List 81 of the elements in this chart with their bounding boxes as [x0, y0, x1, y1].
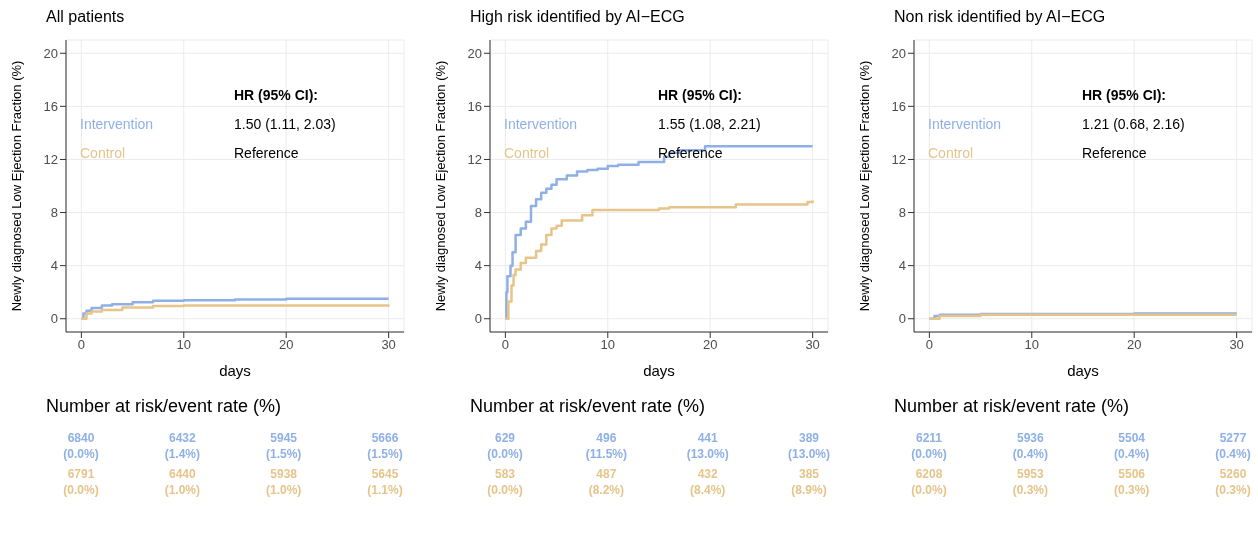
x-tick-label: 0: [501, 337, 509, 353]
text: 432 (8.4%): [689, 466, 727, 498]
text: 487 (8.2%): [587, 466, 625, 498]
x-tick-label: 30: [381, 337, 396, 353]
text: 5936 (0.4%): [1011, 430, 1049, 462]
y-tick-label: 20: [43, 45, 58, 61]
y-tick-label: 16: [43, 98, 58, 114]
y-tick-label: 4: [898, 258, 906, 274]
x-tick-label: 20: [702, 337, 718, 353]
y-tick-label: 20: [891, 45, 906, 61]
y-tick-label: 0: [50, 311, 58, 327]
chart-title: High risk identified by AI−ECG: [469, 8, 686, 27]
y-tick-label: 8: [474, 205, 482, 221]
y-tick-label: 0: [898, 311, 906, 327]
y-tick-label: 12: [43, 152, 58, 168]
text: 6208 (0.0%): [910, 466, 948, 498]
x-axis-title: days: [643, 362, 675, 379]
y-tick-label: 4: [474, 258, 482, 274]
text: 6791 (0.0%): [62, 466, 100, 498]
x-tick-label: 10: [176, 337, 192, 353]
text: 385 (8.9%): [790, 466, 828, 498]
text: Intervention: [80, 115, 154, 134]
x-tick-label: 0: [925, 337, 933, 353]
annotation: 1.21 (0.68, 2.16): [1082, 115, 1185, 134]
y-tick-label: 12: [891, 152, 906, 168]
text: 6440 (1.0%): [163, 466, 201, 498]
annotation: Reference: [234, 144, 300, 163]
text: 5277 (0.4%): [1214, 430, 1252, 462]
y-tick-label: 16: [467, 98, 482, 114]
y-tick-label: 8: [50, 205, 58, 221]
y-tick-label: 4: [50, 258, 58, 274]
text: Number at risk/event rate (%): [45, 396, 283, 418]
text: 5666 (1.5%): [366, 430, 404, 462]
y-tick-label: 8: [898, 205, 906, 221]
x-tick-label: 10: [1024, 337, 1040, 353]
text: 5953 (0.3%): [1011, 466, 1049, 498]
annotation: 1.55 (1.08, 2.21): [658, 115, 761, 134]
text: 6840 (0.0%): [62, 430, 100, 462]
x-axis-title: days: [219, 362, 251, 379]
text: Intervention: [504, 115, 578, 134]
text: 5504 (0.4%): [1113, 430, 1151, 462]
text: 629 (0.0%): [486, 430, 524, 462]
x-tick-label: 20: [1126, 337, 1142, 353]
text: 5645 (1.1%): [366, 466, 404, 498]
annotation: Reference: [658, 144, 724, 163]
text: 6432 (1.4%): [163, 430, 201, 462]
y-tick-label: 20: [467, 45, 482, 61]
text: Intervention: [928, 115, 1002, 134]
y-axis-title: Newly diagnosed Low Ejection Fraction (%): [432, 60, 448, 312]
text: Control: [928, 144, 975, 163]
chart-title: All patients: [45, 8, 126, 27]
x-tick-label: 20: [278, 337, 294, 353]
y-tick-label: 16: [891, 98, 906, 114]
x-tick-label: 0: [77, 337, 85, 353]
x-tick-label: 10: [600, 337, 616, 353]
text: 5938 (1.0%): [265, 466, 303, 498]
y-tick-label: 12: [467, 152, 482, 168]
y-tick-label: 0: [474, 311, 482, 327]
annotation: HR (95% CI):: [658, 86, 743, 105]
text: Number at risk/event rate (%): [893, 396, 1131, 418]
text: Number at risk/event rate (%): [469, 396, 707, 418]
x-axis-title: days: [1067, 362, 1099, 379]
annotation: HR (95% CI):: [234, 86, 319, 105]
text: 6211 (0.0%): [910, 430, 948, 462]
text: 496 (11.5%): [584, 430, 628, 462]
annotation: 1.50 (1.11, 2.03): [234, 115, 336, 134]
text: 5260 (0.3%): [1214, 466, 1252, 498]
text: 441 (13.0%): [685, 430, 730, 462]
text: Control: [504, 144, 551, 163]
y-axis-title: Newly diagnosed Low Ejection Fraction (%): [8, 60, 24, 312]
chart-title: Non risk identified by AI−ECG: [893, 8, 1107, 27]
x-tick-label: 30: [1229, 337, 1244, 353]
text: 389 (13.0%): [786, 430, 831, 462]
x-tick-label: 30: [805, 337, 820, 353]
y-axis-title: Newly diagnosed Low Ejection Fraction (%): [856, 60, 872, 312]
annotation: Reference: [1082, 144, 1148, 163]
annotation: HR (95% CI):: [1082, 86, 1167, 105]
text: 583 (0.0%): [486, 466, 524, 498]
text: 5506 (0.3%): [1113, 466, 1151, 498]
text: Control: [80, 144, 127, 163]
text: 5945 (1.5%): [265, 430, 303, 462]
